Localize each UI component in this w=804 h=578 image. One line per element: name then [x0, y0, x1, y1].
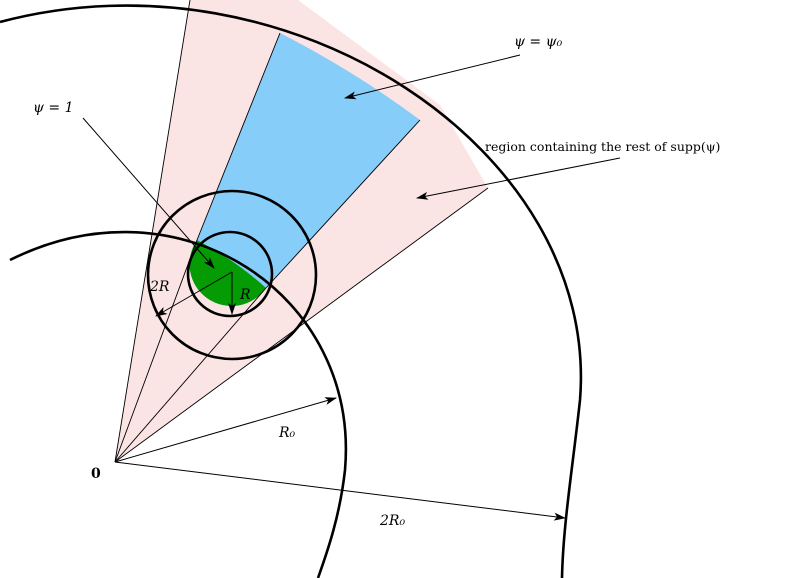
label-psi-psi0: ψ = ψ₀ [514, 34, 563, 50]
circle-radius-R [186, 230, 274, 318]
pointer-arrows [82, 54, 621, 269]
region-boundaries [196, 32, 421, 289]
radius-arrows [114, 271, 566, 521]
circle-radius-2R [146, 189, 318, 361]
arc-radius-2R0 [0, 4, 583, 578]
label-psi-1: ψ = 1 [33, 100, 74, 116]
label-R: R [239, 287, 251, 303]
psi1-region [189, 240, 266, 307]
arc-radius-R0 [9, 230, 348, 578]
label-2R: 2R [149, 279, 170, 295]
label-2R0: 2R₀ [379, 513, 405, 529]
label-support-rest: region containing the rest of supp(ψ) [485, 139, 720, 154]
sector-rays [114, 0, 489, 463]
label-R0: R₀ [278, 425, 296, 441]
psi0-region [197, 33, 420, 288]
label-origin: 0 [91, 466, 101, 482]
